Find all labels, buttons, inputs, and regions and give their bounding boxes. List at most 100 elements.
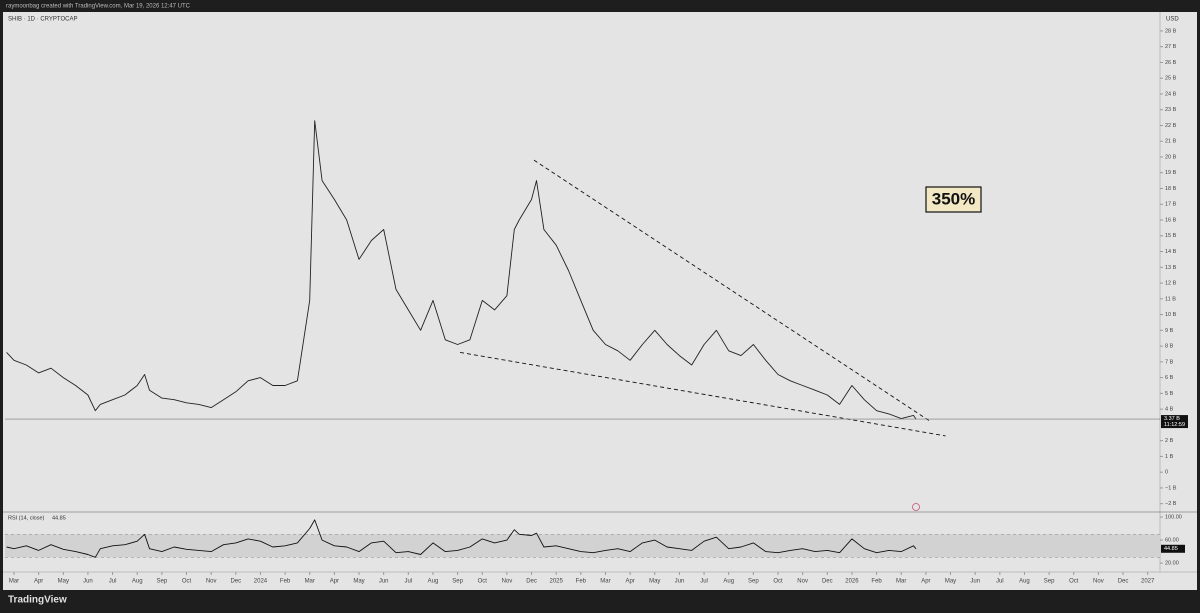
x-tick-label: May [353, 579, 364, 585]
x-tick-label: May [649, 579, 660, 585]
x-tick-label: Sep [1044, 579, 1055, 585]
x-tick-label: Aug [1019, 579, 1030, 585]
x-tick-label: Jul [404, 579, 412, 585]
x-tick-label: Dec [1118, 579, 1129, 585]
series-line [6, 120, 917, 420]
x-tick-label: Mar [9, 579, 19, 585]
countdown-label: 11:12:59 [1164, 422, 1185, 428]
y-tick-label: 19 B [1165, 170, 1177, 176]
x-tick-label: Aug [132, 579, 143, 585]
y-tick-label: 4 B [1165, 407, 1174, 413]
annotation-text: 350% [932, 189, 975, 208]
y-tick-label: −2 B [1165, 501, 1177, 507]
x-tick-label: Jun [675, 579, 685, 585]
x-tick-label: Dec [822, 579, 833, 585]
x-tick-label: Nov [1093, 579, 1104, 585]
y-tick-label: 22 B [1165, 123, 1177, 129]
y-tick-label: 15 B [1165, 233, 1177, 239]
y-tick-label: 2 B [1165, 438, 1174, 444]
y-tick-label: 25 B [1165, 76, 1177, 82]
brand: TradingView [8, 595, 67, 606]
x-tick-label: Feb [871, 579, 882, 585]
y-tick-label: 20 B [1165, 154, 1177, 160]
y-tick-label: 27 B [1165, 44, 1177, 50]
y-tick-label: 14 B [1165, 249, 1177, 255]
x-tick-label: May [58, 579, 69, 585]
last-value-box [1161, 544, 1185, 553]
event-icon[interactable] [912, 503, 920, 511]
x-tick-label: Jun [970, 579, 980, 585]
x-tick-label: Oct [182, 579, 192, 585]
last-value-label: 44.85 [1164, 546, 1178, 552]
y-tick-label: 1 B [1165, 454, 1174, 460]
x-tick-label: Nov [502, 579, 513, 585]
y-tick-label: 9 B [1165, 328, 1174, 334]
x-tick-label: Nov [206, 579, 217, 585]
y-tick-label: 24 B [1165, 91, 1177, 97]
trendline [459, 351, 946, 437]
x-tick-label: Apr [330, 579, 339, 585]
y-tick-label: 18 B [1165, 186, 1177, 192]
y-tick-label: 5 B [1165, 391, 1174, 397]
x-tick-label: Apr [34, 579, 43, 585]
indicator-title: RSI (14, close) [8, 515, 45, 521]
y-tick-label: 7 B [1165, 359, 1174, 365]
x-tick-label: May [945, 579, 956, 585]
x-tick-label: Aug [428, 579, 439, 585]
y-tick-label: 13 B [1165, 265, 1177, 271]
y-tick-label: 28 B [1165, 28, 1177, 34]
y-tick-label: 100.00 [1165, 514, 1182, 520]
y-tick-label: 10 B [1165, 312, 1177, 318]
y-tick-label: 11 B [1165, 296, 1176, 302]
x-tick-label: Jun [83, 579, 93, 585]
x-tick-label: 2025 [550, 579, 564, 585]
symbol-label: SHIB · 1D · CRYPTOCAP [8, 17, 77, 23]
y-tick-label: 60.00 [1165, 538, 1179, 544]
x-tick-label: Oct [478, 579, 488, 585]
indicator-value: 44.85 [52, 515, 66, 521]
x-tick-label: Mar [896, 579, 906, 585]
y-tick-label: 12 B [1165, 281, 1177, 287]
x-tick-label: Aug [723, 579, 734, 585]
watermark: raymoonbag created with TradingView.com,… [6, 4, 191, 10]
y-tick-label: 6 B [1165, 375, 1174, 381]
x-tick-label: Sep [157, 579, 168, 585]
x-tick-label: 2024 [254, 579, 268, 585]
x-tick-label: 2027 [1141, 579, 1155, 585]
x-tick-label: Feb [576, 579, 587, 585]
y-tick-label: 23 B [1165, 107, 1177, 113]
y-tick-label: 17 B [1165, 202, 1177, 208]
x-tick-label: 2026 [845, 579, 859, 585]
x-tick-label: Jul [109, 579, 117, 585]
series-line [6, 519, 917, 558]
x-tick-label: Nov [797, 579, 808, 585]
y-tick-label: 16 B [1165, 217, 1177, 223]
x-tick-label: Mar [305, 579, 315, 585]
rsi-band [5, 534, 1160, 558]
y-tick-label: 8 B [1165, 344, 1174, 350]
y-tick-label: 21 B [1165, 139, 1177, 145]
trendline [533, 159, 932, 423]
last-price-box [1161, 415, 1188, 429]
chart-background [3, 12, 1197, 590]
x-tick-label: Feb [280, 579, 291, 585]
x-tick-label: Sep [748, 579, 759, 585]
x-tick-label: Jul [700, 579, 708, 585]
y-tick-label: 20.00 [1165, 561, 1179, 567]
annotation-box [925, 186, 982, 213]
x-tick-label: Apr [921, 579, 930, 585]
x-tick-label: Apr [625, 579, 634, 585]
y-tick-label: 26 B [1165, 60, 1177, 66]
x-tick-label: Oct [773, 579, 783, 585]
x-tick-label: Sep [452, 579, 463, 585]
y-tick-label: 0 [1165, 470, 1168, 476]
last-price-label: 3.37 B [1164, 416, 1180, 422]
x-tick-label: Oct [1069, 579, 1079, 585]
x-tick-label: Mar [600, 579, 610, 585]
x-tick-label: Jul [996, 579, 1004, 585]
x-tick-label: Dec [526, 579, 537, 585]
x-tick-label: Jun [379, 579, 389, 585]
x-tick-label: Dec [230, 579, 241, 585]
y-tick-label: −1 B [1165, 485, 1177, 491]
